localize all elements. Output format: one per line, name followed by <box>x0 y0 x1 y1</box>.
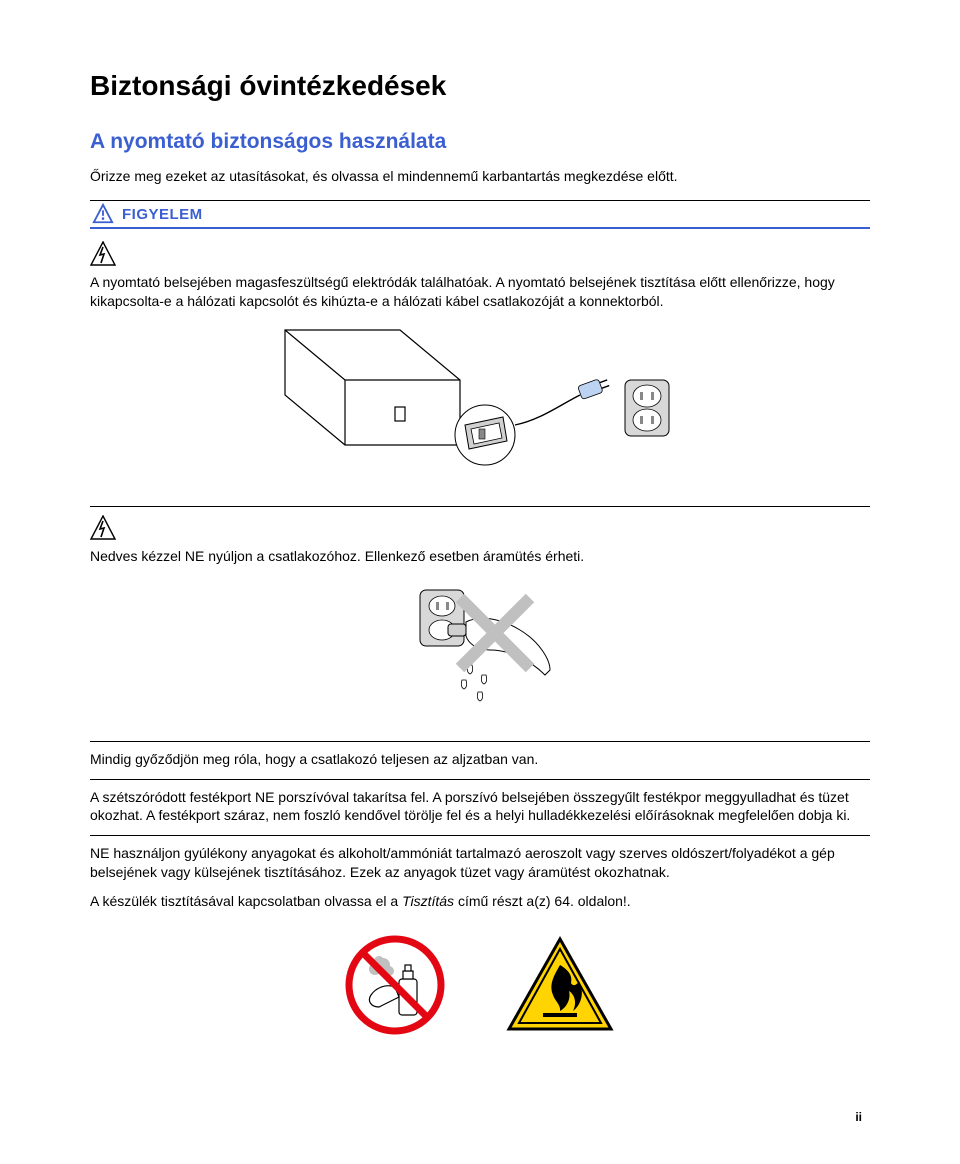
section-3-text: Mindig győződjön meg róla, hogy a csatla… <box>90 750 870 769</box>
page-subtitle: A nyomtató biztonságos használata <box>90 130 870 154</box>
flammable-warning-icon <box>505 935 615 1040</box>
warning-banner: FIGYELEM <box>90 200 870 229</box>
no-aerosol-icon <box>345 935 445 1040</box>
section-5a-text: NE használjon gyúlékony anyagokat és alk… <box>90 844 870 882</box>
divider <box>90 835 870 836</box>
divider <box>90 741 870 742</box>
section-4-text: A szétszóródott festékport NE porszívóva… <box>90 788 870 826</box>
page-title: Biztonsági óvintézkedések <box>90 70 870 102</box>
warning-triangle-icon <box>92 203 114 225</box>
section-1-text: A nyomtató belsejében magasfeszültségű e… <box>90 273 870 311</box>
section-2-text: Nedves kézzel NE nyúljon a csatlakozóhoz… <box>90 547 870 566</box>
electric-hazard-icon <box>90 241 116 267</box>
warning-label: FIGYELEM <box>122 206 203 223</box>
s5b-italic: Tisztítás <box>402 893 454 909</box>
s5b-pre: A készülék tisztításával kapcsolatban ol… <box>90 893 402 909</box>
bottom-icon-row <box>90 935 870 1040</box>
section-5b-text: A készülék tisztításával kapcsolatban ol… <box>90 892 870 911</box>
s5b-post: című részt a(z) 64. oldalon!. <box>454 893 631 909</box>
page-number: ii <box>90 1080 870 1124</box>
wet-hand-illustration <box>90 580 870 725</box>
unplug-illustration <box>90 325 870 490</box>
divider <box>90 779 870 780</box>
divider <box>90 506 870 507</box>
electric-hazard-icon <box>90 515 116 541</box>
intro-text: Őrizze meg ezeket az utasításokat, és ol… <box>90 168 870 184</box>
